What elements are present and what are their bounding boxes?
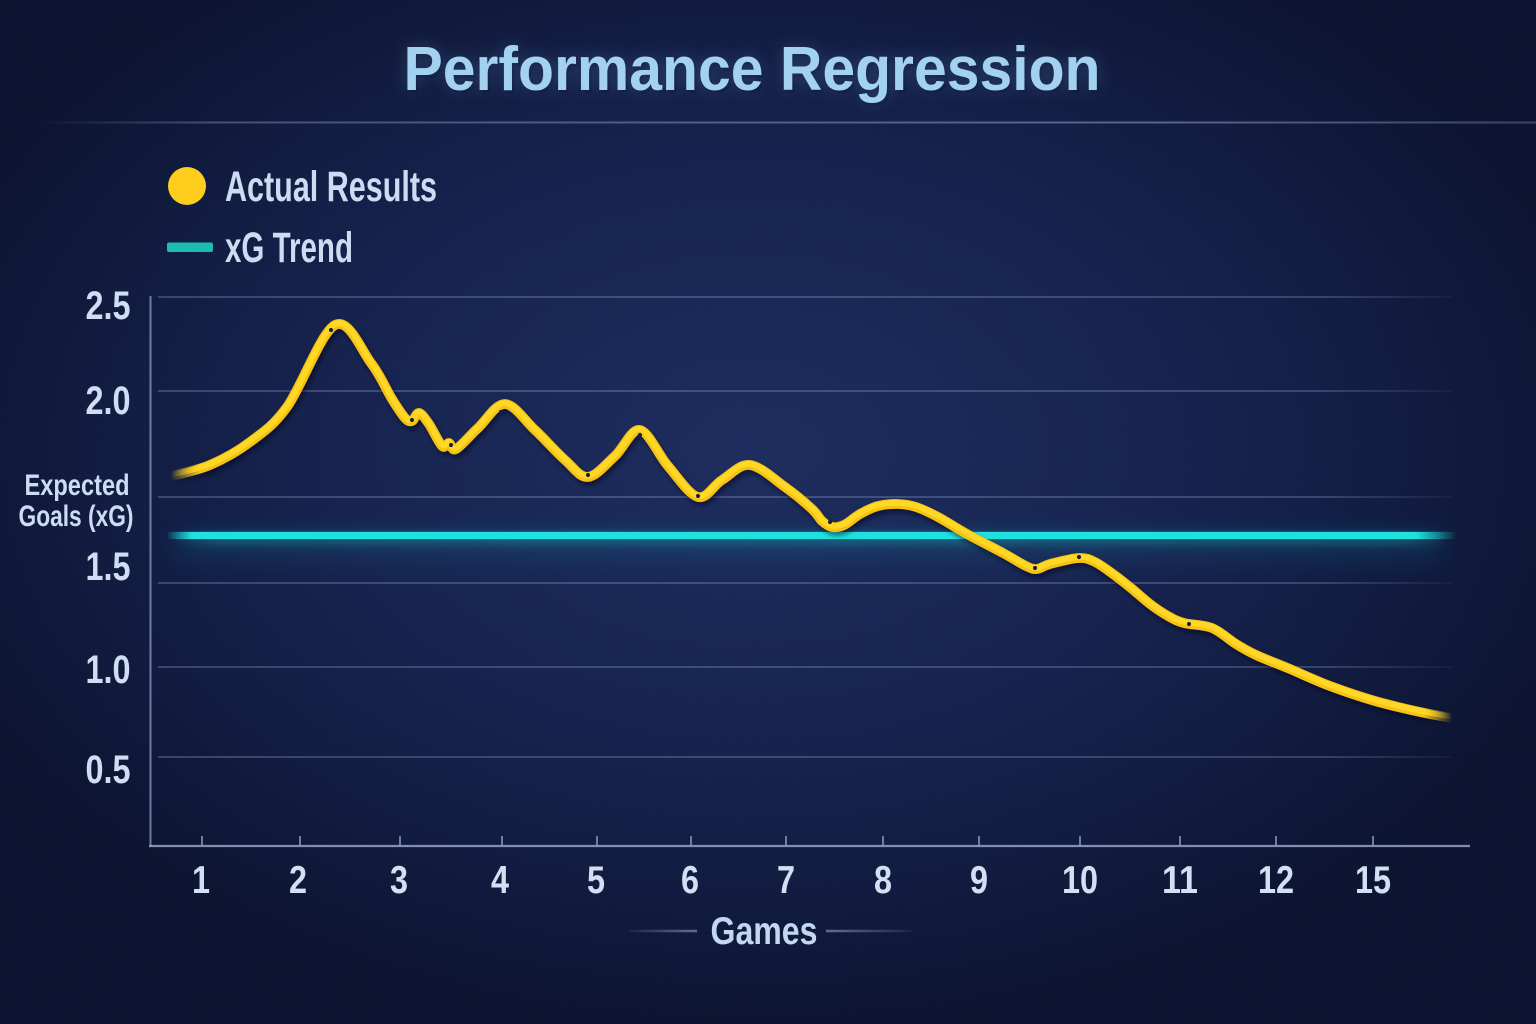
svg-text:Performance Regression: Performance Regression	[406, 38, 1103, 107]
svg-text:9: 9	[970, 859, 988, 902]
svg-text:12: 12	[1258, 859, 1294, 902]
svg-text:2.5: 2.5	[86, 284, 131, 328]
svg-text:1: 1	[192, 859, 210, 902]
svg-text:7: 7	[777, 859, 795, 902]
svg-text:xG Trend: xG Trend	[225, 224, 353, 272]
svg-text:0.5: 0.5	[86, 748, 131, 792]
svg-text:11: 11	[1162, 859, 1198, 902]
svg-text:10: 10	[1062, 859, 1098, 902]
svg-text:15: 15	[1355, 859, 1391, 902]
svg-text:Expected: Expected	[25, 469, 130, 502]
svg-text:Actual Results: Actual Results	[225, 163, 437, 211]
svg-text:8: 8	[874, 859, 892, 902]
svg-text:4: 4	[491, 859, 509, 902]
svg-text:3: 3	[390, 859, 408, 902]
svg-text:Games: Games	[711, 910, 818, 953]
svg-text:Performance Regression: Performance Regression	[404, 35, 1101, 104]
svg-text:2.0: 2.0	[86, 379, 131, 423]
svg-text:5: 5	[587, 859, 605, 902]
svg-text:6: 6	[681, 859, 699, 902]
svg-text:Goals (xG): Goals (xG)	[19, 500, 134, 533]
svg-text:1.5: 1.5	[86, 545, 131, 589]
svg-text:Performance Regression: Performance Regression	[404, 35, 1101, 104]
svg-text:2: 2	[289, 859, 307, 902]
svg-text:1.0: 1.0	[86, 648, 131, 692]
